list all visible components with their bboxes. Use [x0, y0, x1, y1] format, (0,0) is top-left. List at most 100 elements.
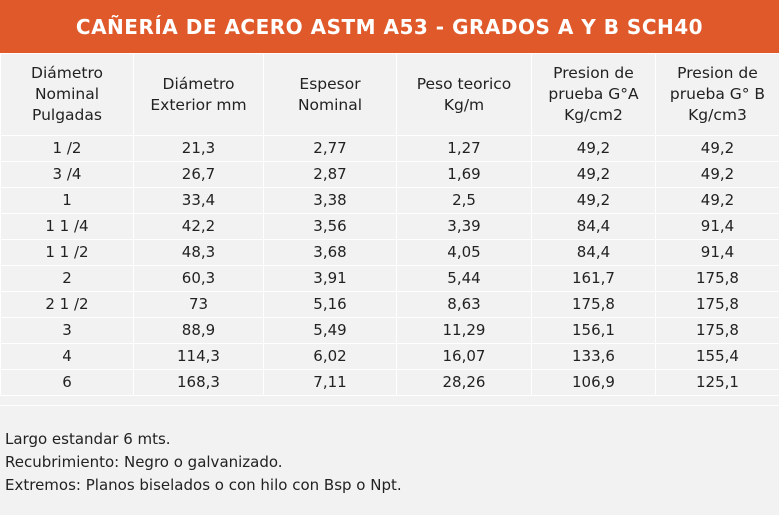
cell-pressure-grade-b: 125,1: [655, 369, 779, 396]
table-body: 1 /2 21,3 2,77 1,27 49,2 49,2 3 /4 26,7 2,87 1,69…: [0, 135, 779, 396]
cell-pressure-grade-a: 49,2: [531, 161, 656, 188]
cell-pressure-grade-a: 49,2: [531, 135, 656, 162]
header-line: Kg/cm2: [564, 106, 623, 124]
cell-outer-diameter: 168,3: [133, 369, 264, 396]
cell-nominal-diameter: 2 1 /2: [0, 291, 134, 318]
cell-pressure-grade-a: 84,4: [531, 213, 656, 240]
header-test-pressure-grade-b: Presion de prueba G° B Kg/cm3: [655, 53, 779, 136]
cell-pressure-grade-a: 133,6: [531, 343, 656, 370]
table-row: 1 1 /2 48,3 3,68 4,05 84,4 91,4: [0, 239, 779, 266]
cell-weight: 2,5: [396, 187, 532, 214]
cell-weight: 28,26: [396, 369, 532, 396]
cell-weight: 1,27: [396, 135, 532, 162]
header-theoretical-weight: Peso teorico Kg/m: [396, 53, 532, 136]
cell-weight: 16,07: [396, 343, 532, 370]
cell-outer-diameter: 26,7: [133, 161, 264, 188]
cell-wall-thickness: 2,87: [263, 161, 397, 188]
cell-nominal-diameter: 1 1 /4: [0, 213, 134, 240]
cell-pressure-grade-b: 175,8: [655, 291, 779, 318]
header-line: prueba G° B: [669, 85, 766, 103]
cell-pressure-grade-b: 91,4: [655, 213, 779, 240]
table-row: 1 1 /4 42,2 3,56 3,39 84,4 91,4: [0, 213, 779, 240]
header-line: Kg/cm3: [688, 106, 747, 124]
cell-weight: 1,69: [396, 161, 532, 188]
table-row: 1 33,4 3,38 2,5 49,2 49,2: [0, 187, 779, 214]
header-line: Presion de: [553, 64, 634, 82]
cell-pressure-grade-a: 156,1: [531, 317, 656, 344]
cell-pressure-grade-a: 84,4: [531, 239, 656, 266]
cell-pressure-grade-b: 91,4: [655, 239, 779, 266]
cell-wall-thickness: 3,38: [263, 187, 397, 214]
cell-wall-thickness: 2,77: [263, 135, 397, 162]
header-line: Espesor: [299, 74, 361, 93]
pipe-spec-table: Diámetro Nominal Pulgadas Diámetro Exterior …: [0, 53, 779, 396]
cell-outer-diameter: 88,9: [133, 317, 264, 344]
header-line: Kg/m: [443, 95, 485, 114]
cell-outer-diameter: 48,3: [133, 239, 264, 266]
header-line: Diámetro: [31, 64, 103, 82]
table-header-row: Diámetro Nominal Pulgadas Diámetro Exterior …: [0, 53, 779, 136]
cell-pressure-grade-a: 106,9: [531, 369, 656, 396]
cell-nominal-diameter: 3: [0, 317, 134, 344]
table-row: 1 /2 21,3 2,77 1,27 49,2 49,2: [0, 135, 779, 162]
cell-wall-thickness: 3,56: [263, 213, 397, 240]
table-row: 2 60,3 3,91 5,44 161,7 175,8: [0, 265, 779, 292]
cell-pressure-grade-b: 49,2: [655, 187, 779, 214]
cell-pressure-grade-a: 161,7: [531, 265, 656, 292]
cell-wall-thickness: 6,02: [263, 343, 397, 370]
note-ends: Extremos: Planos biselados o con hilo co…: [5, 476, 402, 494]
cell-wall-thickness: 3,68: [263, 239, 397, 266]
notes-section: Largo estandar 6 mts. Recubrimiento: Neg…: [0, 405, 779, 515]
cell-wall-thickness: 7,11: [263, 369, 397, 396]
cell-nominal-diameter: 1 /2: [0, 135, 134, 162]
header-line: Diámetro: [162, 74, 235, 93]
cell-weight: 11,29: [396, 317, 532, 344]
header-line: prueba G°A: [548, 85, 639, 103]
cell-weight: 4,05: [396, 239, 532, 266]
table-row: 2 1 /2 73 5,16 8,63 175,8 175,8: [0, 291, 779, 318]
header-outer-diameter: Diámetro Exterior mm: [133, 53, 264, 136]
cell-nominal-diameter: 6: [0, 369, 134, 396]
cell-pressure-grade-b: 155,4: [655, 343, 779, 370]
header-line: Exterior mm: [150, 95, 247, 114]
cell-weight: 5,44: [396, 265, 532, 292]
title-bar: CAÑERÍA DE ACERO ASTM A53 - GRADOS A Y B…: [0, 0, 779, 53]
cell-nominal-diameter: 3 /4: [0, 161, 134, 188]
cell-outer-diameter: 21,3: [133, 135, 264, 162]
cell-nominal-diameter: 1: [0, 187, 134, 214]
header-line: Nominal: [297, 95, 363, 114]
header-line: Pulgadas: [32, 106, 102, 124]
header-nominal-diameter: Diámetro Nominal Pulgadas: [0, 53, 134, 136]
table-row: 3 88,9 5,49 11,29 156,1 175,8: [0, 317, 779, 344]
cell-wall-thickness: 5,49: [263, 317, 397, 344]
note-coating: Recubrimiento: Negro o galvanizado.: [5, 453, 283, 471]
table-row: 3 /4 26,7 2,87 1,69 49,2 49,2: [0, 161, 779, 188]
cell-outer-diameter: 60,3: [133, 265, 264, 292]
header-wall-thickness: Espesor Nominal: [263, 53, 397, 136]
cell-outer-diameter: 114,3: [133, 343, 264, 370]
table-row: 4 114,3 6,02 16,07 133,6 155,4: [0, 343, 779, 370]
header-test-pressure-grade-a: Presion de prueba G°A Kg/cm2: [531, 53, 656, 136]
page-title: CAÑERÍA DE ACERO ASTM A53 - GRADOS A Y B…: [75, 14, 704, 39]
table-row: 6 168,3 7,11 28,26 106,9 125,1: [0, 369, 779, 396]
header-line: Nominal: [34, 85, 100, 103]
cell-weight: 3,39: [396, 213, 532, 240]
cell-outer-diameter: 73: [133, 291, 264, 318]
cell-pressure-grade-b: 175,8: [655, 317, 779, 344]
cell-nominal-diameter: 2: [0, 265, 134, 292]
cell-weight: 8,63: [396, 291, 532, 318]
cell-pressure-grade-a: 49,2: [531, 187, 656, 214]
cell-nominal-diameter: 1 1 /2: [0, 239, 134, 266]
header-line: Peso teorico: [416, 74, 512, 93]
cell-pressure-grade-b: 49,2: [655, 161, 779, 188]
cell-pressure-grade-a: 175,8: [531, 291, 656, 318]
cell-nominal-diameter: 4: [0, 343, 134, 370]
note-length: Largo estandar 6 mts.: [5, 430, 171, 448]
cell-outer-diameter: 42,2: [133, 213, 264, 240]
cell-outer-diameter: 33,4: [133, 187, 264, 214]
cell-pressure-grade-b: 49,2: [655, 135, 779, 162]
cell-wall-thickness: 5,16: [263, 291, 397, 318]
cell-pressure-grade-b: 175,8: [655, 265, 779, 292]
cell-wall-thickness: 3,91: [263, 265, 397, 292]
